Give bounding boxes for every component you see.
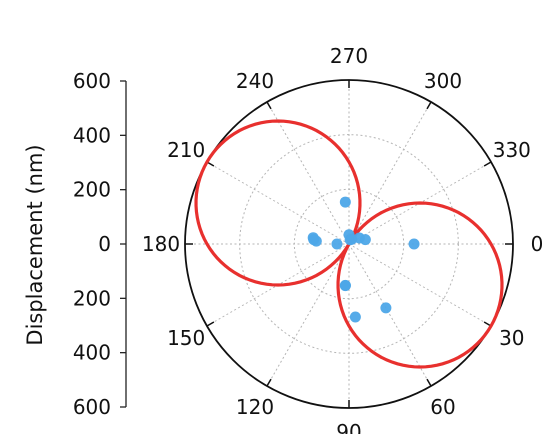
dipole-lobe-lower xyxy=(336,201,504,369)
scatter-point xyxy=(308,234,320,246)
scatter-point xyxy=(331,238,343,250)
angle-tick-mark xyxy=(266,101,272,110)
radial-tick-label: 600 xyxy=(73,395,111,419)
angle-tick-mark xyxy=(266,378,272,387)
dipole-curve xyxy=(194,119,504,369)
angle-label: 60 xyxy=(430,395,455,419)
scatter-point xyxy=(339,196,351,208)
angle-tick-mark xyxy=(483,161,492,167)
angle-labels: 0 30 60 90 120 150 180 210 240 270 300 330 xyxy=(142,44,544,438)
radial-tick-label: 400 xyxy=(73,123,111,147)
angle-label: 210 xyxy=(167,138,205,162)
scatter-point xyxy=(408,238,420,250)
angle-tick-mark xyxy=(206,321,215,327)
angle-label: 270 xyxy=(330,44,368,68)
scatter-point xyxy=(359,234,371,246)
angle-label: 180 xyxy=(142,232,180,256)
grid-spoke xyxy=(206,161,350,245)
angle-tick-mark xyxy=(426,378,432,387)
angle-tick-mark xyxy=(426,101,432,110)
scatter-point xyxy=(349,311,361,323)
radial-tick-label: 200 xyxy=(73,286,111,310)
scatter-point xyxy=(339,279,351,291)
grid-spoke xyxy=(348,101,432,245)
dipole-lobe-upper xyxy=(194,119,362,287)
radial-axis-title: Displacement (nm) xyxy=(23,144,47,345)
scatter-points xyxy=(307,196,420,323)
radial-axis: 600 400 200 0 200 400 600 xyxy=(73,69,127,419)
grid-spoke xyxy=(266,101,350,245)
radial-tick-label: 600 xyxy=(73,69,111,93)
scatter-point xyxy=(380,302,392,314)
grid-spoke xyxy=(348,243,492,327)
angle-label: 300 xyxy=(424,69,462,93)
grid-spoke xyxy=(348,243,432,387)
radial-tick-label: 400 xyxy=(73,341,111,365)
angle-label: 120 xyxy=(236,395,274,419)
angle-label: 150 xyxy=(167,326,205,350)
grid-spoke xyxy=(266,243,350,387)
angle-label: 30 xyxy=(499,326,524,350)
radial-tick-label: 0 xyxy=(98,232,111,256)
angle-label: 240 xyxy=(236,69,274,93)
angle-label: 90 xyxy=(336,420,361,434)
radial-tick-label: 200 xyxy=(73,178,111,202)
angle-label: 0 xyxy=(531,232,544,256)
polar-grid xyxy=(184,79,514,409)
angle-label: 330 xyxy=(493,138,531,162)
